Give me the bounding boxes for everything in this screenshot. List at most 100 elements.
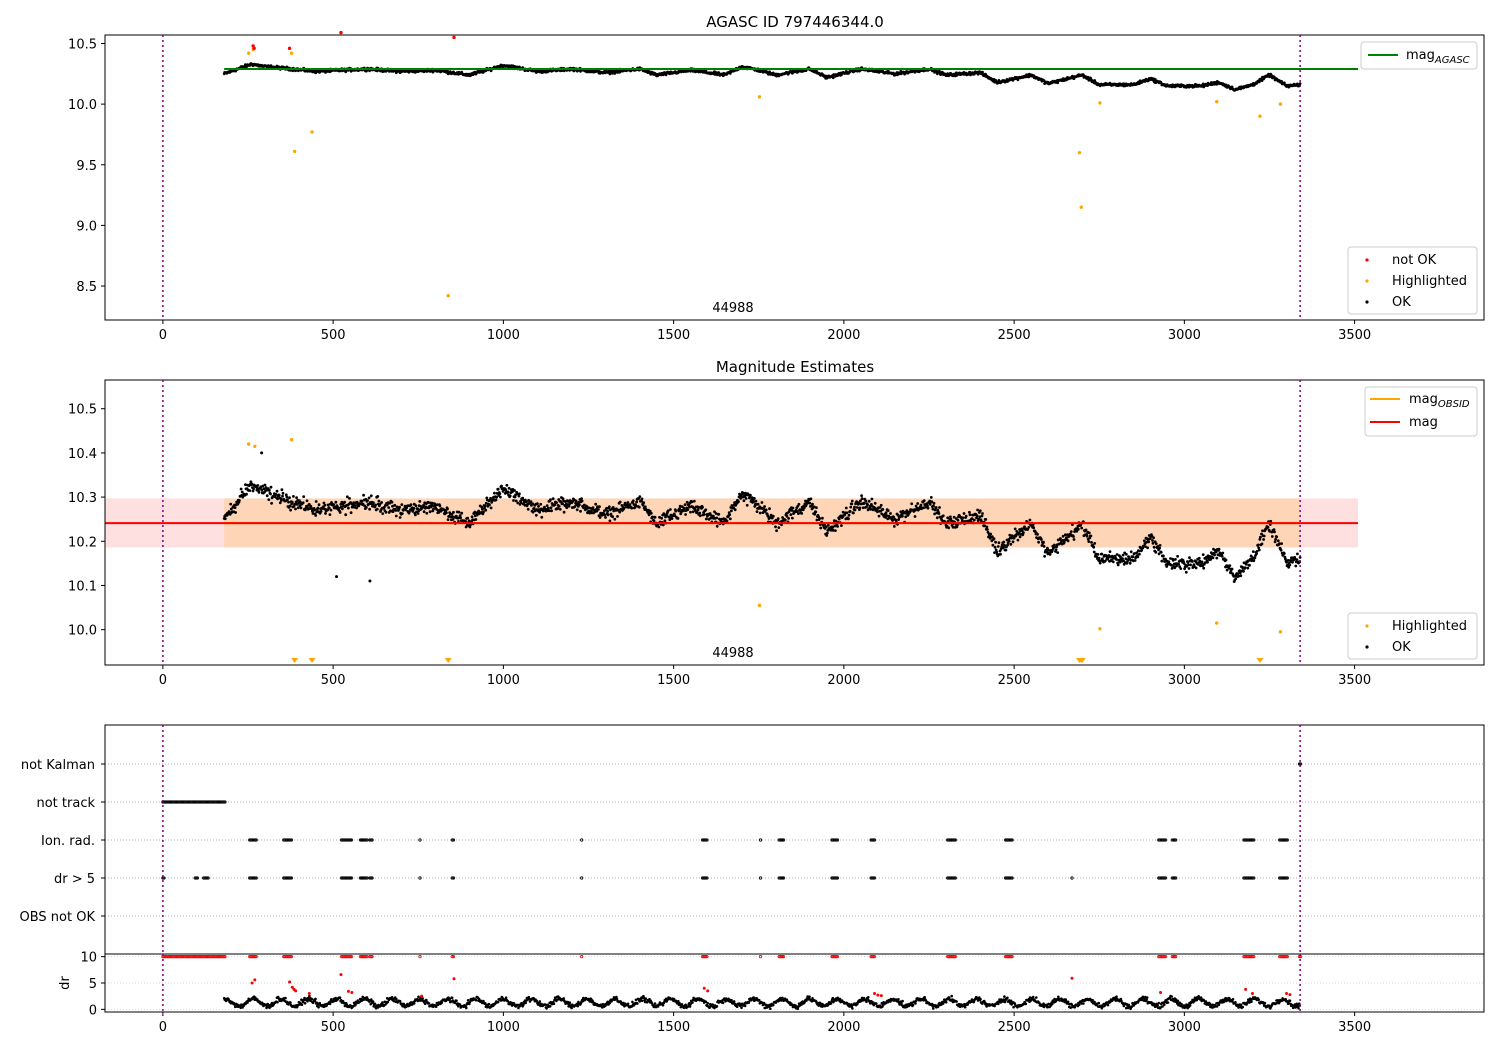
ok-point	[1080, 526, 1084, 530]
ok-point	[845, 511, 849, 515]
ok-point	[698, 514, 702, 518]
highlighted-point	[1215, 621, 1219, 625]
ok-point	[938, 69, 941, 73]
ok-point	[278, 501, 282, 505]
ok-point	[1002, 540, 1006, 544]
ok-point	[1007, 539, 1011, 543]
p2-ytick-label: 10.0	[68, 624, 97, 639]
agasc-legend-mag: magAGASC	[1406, 48, 1470, 66]
legend-ok: OK	[1392, 295, 1411, 310]
ok-point	[910, 502, 914, 506]
ok-point	[307, 502, 311, 506]
ok-point	[293, 503, 297, 506]
ok-point	[606, 509, 610, 513]
ok-point	[546, 506, 550, 510]
p1-ytick-label: 10.5	[68, 37, 97, 52]
ok-point	[1128, 561, 1132, 565]
ok-point	[499, 495, 502, 499]
legend-highlighted-2: Highlighted	[1392, 619, 1467, 634]
ok-point	[1066, 539, 1070, 543]
ok-point	[555, 501, 558, 505]
ok-point	[597, 508, 600, 511]
ok-point	[1016, 538, 1020, 542]
ok-point	[313, 508, 316, 512]
ok-point	[1251, 550, 1255, 553]
ok-point	[574, 499, 578, 503]
ok-point	[956, 518, 960, 522]
ok-point	[1152, 536, 1155, 540]
ok-point	[728, 513, 732, 517]
ok-point	[702, 513, 706, 516]
ok-point	[808, 501, 812, 505]
ok-point	[280, 488, 284, 492]
ok-point	[1296, 82, 1299, 86]
ok-point	[525, 500, 528, 503]
ok-point	[418, 500, 422, 503]
ok-point	[457, 520, 460, 523]
p2-ytick-label: 10.1	[68, 579, 97, 594]
ok-point	[1056, 81, 1060, 85]
ok-point	[549, 498, 552, 501]
ok-point	[323, 503, 327, 507]
p1-xtick-label: 2500	[998, 328, 1031, 343]
ok-point	[256, 487, 259, 490]
ok-point	[821, 516, 824, 520]
p1-frame	[104, 34, 1485, 321]
ok-point	[558, 507, 562, 511]
flag-label: Ion. rad.	[41, 834, 95, 849]
ok-point	[730, 509, 733, 513]
ok-point	[1288, 563, 1292, 567]
ok-point	[1275, 535, 1279, 539]
ok-point	[980, 514, 984, 518]
p2-xtick-label: 1000	[487, 673, 520, 688]
ok-point	[1280, 542, 1283, 545]
ok-point	[477, 509, 480, 513]
ok-point	[1096, 553, 1100, 556]
ok-point	[425, 511, 429, 515]
ok-point	[1027, 525, 1031, 529]
ok-point	[234, 511, 238, 514]
ok-point	[519, 501, 523, 505]
legend-highlighted: Highlighted	[1392, 274, 1467, 289]
ok-point	[1262, 538, 1265, 541]
ok-point	[256, 484, 260, 487]
highlighted-point	[292, 149, 297, 154]
ok-point	[1190, 560, 1194, 563]
dr-ok-point	[317, 1006, 320, 1009]
ok-point	[551, 497, 555, 501]
ok-point	[728, 517, 732, 521]
ok-point	[438, 504, 442, 508]
ok-point	[1069, 530, 1073, 533]
ok-point	[321, 505, 325, 509]
ok-point	[1089, 534, 1093, 538]
ok-point	[556, 507, 559, 511]
flag-label: not track	[36, 796, 95, 811]
ok-point	[458, 514, 462, 518]
ok-point	[1004, 548, 1008, 552]
ok-point	[701, 505, 704, 509]
ok-point	[432, 507, 435, 511]
ok-point	[470, 515, 474, 519]
flag-label: not Kalman	[21, 758, 95, 773]
ok-point	[508, 494, 512, 498]
ok-point	[640, 499, 643, 503]
ok-point	[1243, 566, 1247, 569]
ok-point	[493, 491, 496, 495]
ok-point	[715, 516, 719, 520]
ok-point	[1201, 553, 1205, 556]
ok-point	[367, 496, 371, 500]
ok-point	[1174, 558, 1177, 561]
ok-point	[1072, 538, 1076, 541]
ok-point	[858, 506, 862, 510]
ok-point	[445, 511, 448, 515]
ok-point	[280, 499, 283, 502]
dr-ok-point	[417, 995, 420, 999]
ok-point	[348, 497, 351, 500]
ok-point	[567, 504, 571, 508]
ok-point	[742, 499, 746, 503]
ok-point	[1098, 561, 1102, 565]
ok-point	[962, 512, 966, 515]
ok-point	[642, 501, 646, 505]
ok-point	[484, 501, 488, 505]
ok-point	[611, 515, 614, 519]
